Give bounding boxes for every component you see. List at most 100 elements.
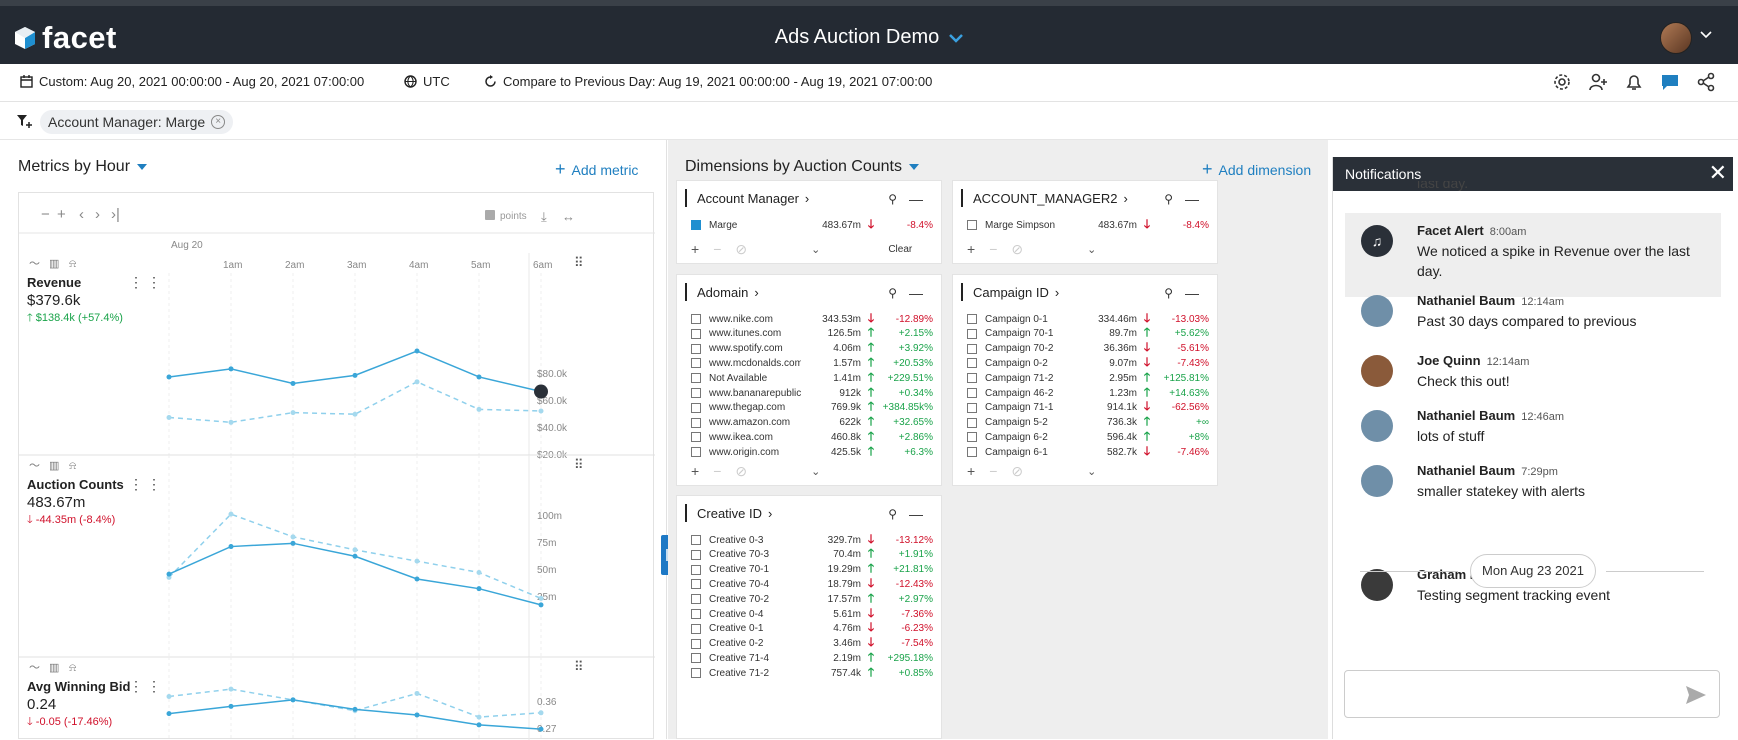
dimension-row[interactable]: www.thegap.com 769.9k 🡑 +384.85k% bbox=[691, 399, 933, 416]
link-icon[interactable]: ⊘ bbox=[735, 240, 748, 257]
link-icon[interactable]: ⊘ bbox=[1011, 240, 1024, 257]
dimension-row[interactable]: www.amazon.com 622k 🡑 +32.65% bbox=[691, 414, 933, 431]
dimension-row[interactable]: Not Available 1.41m 🡑 +229.51% bbox=[691, 370, 933, 386]
link-icon[interactable]: ⊘ bbox=[735, 462, 748, 479]
dimension-row[interactable]: www.nike.com 343.53m 🡓 -12.89% bbox=[691, 311, 933, 327]
search-icon[interactable]: ⚲ bbox=[1164, 192, 1173, 206]
notification-item[interactable]: Nathaniel Baum 12:46am lots of stuff bbox=[1333, 398, 1733, 453]
facet-logo[interactable]: facet bbox=[14, 20, 117, 56]
dimension-row[interactable]: www.spotify.com 4.06m 🡑 +3.92% bbox=[691, 340, 933, 357]
row-checkbox[interactable] bbox=[691, 638, 701, 649]
notification-item[interactable]: Nathaniel Baum 7:29pm smaller statekey wi… bbox=[1333, 453, 1733, 508]
dimension-row[interactable]: Campaign 5-2 736.3k 🡑 +∞ bbox=[967, 414, 1209, 431]
chevron-down-icon[interactable]: ⌄ bbox=[1087, 243, 1097, 256]
dimension-row[interactable]: Creative 0-4 5.61m 🡓 -7.36% bbox=[691, 606, 933, 622]
dimension-row[interactable]: Marge Simpson 483.67m 🡓 -8.4% bbox=[967, 217, 1209, 233]
notification-item[interactable]: ♫ Facet Alert 8:00am We noticed a spike i… bbox=[1345, 213, 1721, 297]
row-checkbox[interactable] bbox=[691, 328, 701, 339]
search-icon[interactable]: ⚲ bbox=[888, 507, 897, 521]
collapse-icon[interactable]: — bbox=[909, 285, 923, 301]
search-icon[interactable]: ⚲ bbox=[888, 192, 897, 206]
dimension-row[interactable]: Campaign 70-2 36.36m 🡓 -5.61% bbox=[967, 340, 1209, 357]
chevron-down-icon[interactable]: ⌄ bbox=[811, 465, 821, 478]
dimension-row[interactable]: www.origin.com 425.5k 🡑 +6.3% bbox=[691, 444, 933, 460]
dimension-row[interactable]: Creative 70-1 19.29m 🡑 +21.81% bbox=[691, 561, 933, 578]
dimension-row[interactable]: Marge 483.67m 🡓 -8.4% bbox=[691, 217, 933, 233]
chat-icon[interactable] bbox=[1660, 72, 1680, 92]
row-checkbox[interactable] bbox=[691, 314, 701, 324]
chevron-down-icon[interactable]: ⌄ bbox=[811, 243, 821, 256]
dimension-row[interactable]: Creative 71-2 757.4k 🡑 +0.85% bbox=[691, 665, 933, 681]
row-checkbox[interactable] bbox=[691, 549, 701, 560]
dimension-row[interactable]: Campaign 70-1 89.7m 🡑 +5.62% bbox=[967, 325, 1209, 342]
row-checkbox[interactable] bbox=[967, 314, 977, 324]
row-checkbox[interactable] bbox=[967, 432, 977, 443]
message-input[interactable] bbox=[1344, 670, 1720, 718]
close-icon[interactable]: ✕ bbox=[1708, 160, 1727, 185]
chart-nav-icon[interactable]: ‹ bbox=[79, 206, 84, 223]
minus-icon[interactable]: − bbox=[713, 241, 722, 257]
collapse-icon[interactable]: — bbox=[1185, 191, 1199, 207]
plus-icon[interactable]: + bbox=[967, 241, 976, 257]
row-checkbox[interactable] bbox=[691, 594, 701, 605]
add-filter-icon[interactable] bbox=[16, 114, 32, 128]
collapse-icon[interactable]: — bbox=[909, 191, 923, 207]
dimension-row[interactable]: Campaign 6-1 582.7k 🡓 -7.46% bbox=[967, 444, 1209, 460]
remove-filter-icon[interactable]: × bbox=[211, 115, 226, 129]
chart-nav-icon[interactable]: − bbox=[41, 206, 50, 223]
filter-chip[interactable]: Account Manager: Marge × bbox=[40, 110, 234, 134]
row-checkbox[interactable] bbox=[967, 402, 977, 413]
add-dimension-button[interactable]: + Add dimension bbox=[1202, 159, 1311, 180]
dimension-row[interactable]: Creative 70-3 70.4m 🡑 +1.91% bbox=[691, 546, 933, 563]
row-checkbox[interactable] bbox=[691, 564, 701, 575]
row-checkbox[interactable] bbox=[691, 609, 701, 619]
add-metric-button[interactable]: + Add metric bbox=[555, 159, 638, 180]
dimension-row[interactable]: www.bananarepublic.com 912k 🡑 +0.34% bbox=[691, 385, 933, 401]
clear-button[interactable]: Clear bbox=[888, 243, 913, 255]
bell-icon[interactable] bbox=[1624, 72, 1644, 92]
row-checkbox[interactable] bbox=[691, 343, 701, 354]
user-avatar[interactable] bbox=[1660, 22, 1692, 54]
dimension-row[interactable]: www.ikea.com 460.8k 🡑 +2.86% bbox=[691, 429, 933, 445]
dimension-card-title[interactable]: Campaign ID › bbox=[961, 283, 1059, 301]
row-checkbox[interactable] bbox=[691, 653, 701, 664]
dimension-row[interactable]: Campaign 71-1 914.1k 🡓 -62.56% bbox=[967, 399, 1209, 416]
dimension-card-title[interactable]: Creative ID › bbox=[685, 504, 772, 522]
row-checkbox[interactable] bbox=[691, 535, 701, 545]
row-checkbox[interactable] bbox=[691, 388, 701, 398]
row-checkbox[interactable] bbox=[691, 447, 701, 458]
chevron-down-icon[interactable]: ⌄ bbox=[1087, 465, 1097, 478]
dimension-card-title[interactable]: ACCOUNT_MANAGER2 › bbox=[961, 189, 1128, 207]
plus-icon[interactable]: + bbox=[691, 241, 700, 257]
dimension-row[interactable]: Campaign 6-2 596.4k 🡑 +8% bbox=[967, 429, 1209, 445]
timezone-picker[interactable]: UTC bbox=[404, 74, 450, 89]
row-checkbox[interactable] bbox=[691, 579, 701, 590]
row-checkbox[interactable] bbox=[967, 388, 977, 398]
collapse-icon[interactable]: — bbox=[1185, 285, 1199, 301]
dimension-row[interactable]: Creative 71-4 2.19m 🡑 +295.18% bbox=[691, 650, 933, 666]
dashboard-selector[interactable]: Ads Auction Demo bbox=[0, 26, 1738, 49]
gear-icon[interactable] bbox=[1552, 72, 1572, 92]
collapse-icon[interactable]: — bbox=[909, 506, 923, 522]
metrics-title[interactable]: Metrics by Hour bbox=[18, 158, 148, 176]
dimension-row[interactable]: Campaign 46-2 1.23m 🡑 +14.63% bbox=[967, 385, 1209, 401]
row-checkbox[interactable] bbox=[691, 373, 701, 384]
dimension-card-title[interactable]: Account Manager › bbox=[685, 189, 809, 207]
dimension-row[interactable]: www.itunes.com 126.5m 🡑 +2.15% bbox=[691, 325, 933, 342]
dimension-row[interactable]: Creative 0-2 3.46m 🡓 -7.54% bbox=[691, 635, 933, 652]
link-icon[interactable]: ⊘ bbox=[1011, 462, 1024, 479]
chevron-down-icon[interactable] bbox=[1700, 30, 1712, 40]
dimension-row[interactable]: www.mcdonalds.com 1.57m 🡑 +20.53% bbox=[691, 355, 933, 371]
minus-icon[interactable]: − bbox=[713, 463, 722, 479]
compare-picker[interactable]: Compare to Previous Day: Aug 19, 2021 00… bbox=[484, 74, 932, 89]
notification-item[interactable]: Joe Quinn 12:14am Check this out! bbox=[1333, 343, 1733, 398]
row-checkbox[interactable] bbox=[691, 623, 701, 634]
dimension-card-title[interactable]: Adomain › bbox=[685, 283, 759, 301]
row-checkbox[interactable] bbox=[691, 417, 701, 428]
row-checkbox[interactable] bbox=[967, 373, 977, 384]
row-checkbox[interactable] bbox=[691, 432, 701, 443]
dimension-row[interactable]: Campaign 0-1 334.46m 🡓 -13.03% bbox=[967, 311, 1209, 327]
date-range-picker[interactable]: Custom: Aug 20, 2021 00:00:00 - Aug 20, … bbox=[20, 74, 364, 89]
search-icon[interactable]: ⚲ bbox=[1164, 286, 1173, 300]
row-checkbox[interactable] bbox=[691, 402, 701, 413]
